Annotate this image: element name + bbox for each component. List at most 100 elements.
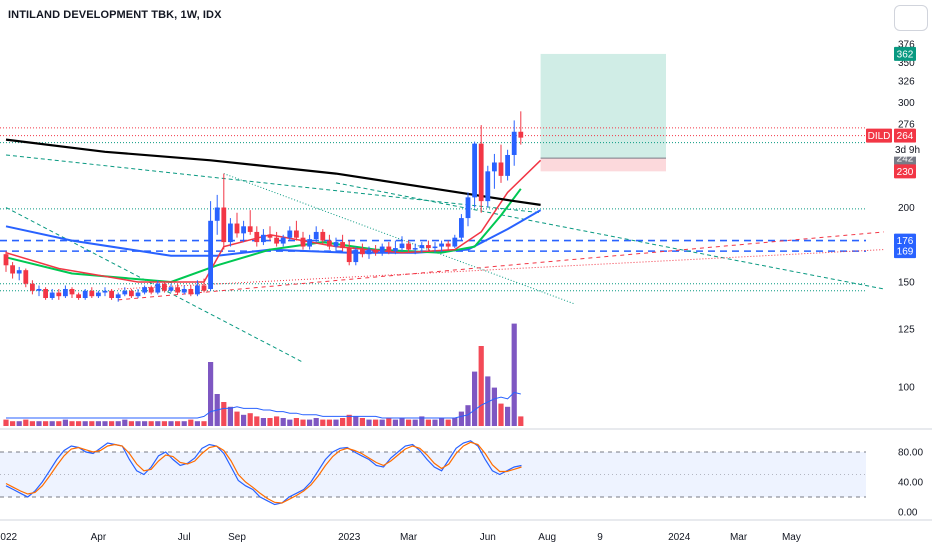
target-zone	[540, 53, 666, 159]
volume-bar	[511, 323, 517, 426]
candle	[76, 292, 81, 300]
candle-body	[452, 237, 458, 247]
trend-line	[5, 154, 541, 214]
candle	[386, 242, 392, 255]
candle-body	[162, 283, 167, 291]
volume-bar	[109, 421, 115, 426]
candle	[16, 266, 22, 281]
volume-bar	[439, 418, 445, 426]
volume-bar	[419, 416, 425, 426]
candle	[511, 120, 517, 166]
volume-bar	[69, 421, 75, 426]
candle	[69, 287, 75, 299]
volume-bar	[300, 419, 306, 426]
time-axis-label: 2023	[338, 532, 361, 543]
candle	[102, 287, 108, 297]
candle	[49, 288, 55, 300]
candle	[36, 285, 42, 297]
candle	[122, 287, 128, 297]
candle	[195, 280, 200, 297]
volume-bar	[346, 414, 352, 426]
time-axis-label: Jun	[480, 532, 496, 543]
candle	[406, 240, 411, 253]
candle-body	[63, 288, 68, 297]
candle	[459, 214, 464, 241]
candle-body	[142, 287, 147, 293]
candle-body	[129, 290, 134, 297]
candle-body	[76, 294, 81, 299]
candle	[63, 285, 68, 299]
volume-bar	[505, 406, 511, 426]
price-tick-label: 300	[898, 98, 915, 109]
volume-bar	[82, 421, 88, 426]
volume-bar	[36, 421, 42, 426]
candle	[498, 144, 504, 183]
candle-body	[459, 218, 464, 238]
candle-body	[115, 294, 121, 299]
volume-bar	[148, 421, 154, 426]
candle	[188, 285, 194, 297]
candle-body	[426, 245, 431, 249]
volume-bar	[208, 362, 214, 426]
candle-body	[465, 197, 471, 219]
trend-line	[5, 207, 304, 363]
candle	[155, 280, 161, 295]
candle	[135, 288, 141, 299]
indicator-toggle-button[interactable]	[894, 5, 928, 31]
candle-body	[353, 249, 359, 263]
candle-body	[261, 234, 266, 243]
candle-body	[49, 292, 55, 299]
candle	[346, 240, 352, 266]
trend-line	[223, 173, 574, 305]
volume-bar	[267, 418, 273, 426]
candle	[426, 240, 431, 252]
candle-body	[287, 230, 293, 238]
volume-bar	[56, 421, 62, 426]
candle-body	[340, 242, 345, 249]
volume-ma-line	[6, 391, 521, 419]
candle-body	[386, 246, 392, 252]
candle	[280, 234, 286, 247]
candle-body	[511, 131, 517, 155]
volume-bar	[188, 419, 194, 426]
candle-body	[102, 290, 108, 293]
candle	[241, 220, 246, 243]
candle-body	[505, 154, 510, 176]
candle	[115, 292, 121, 302]
time-axis-label: 9	[597, 532, 603, 543]
candle	[89, 287, 95, 299]
candle	[353, 246, 359, 266]
trend-line	[335, 182, 884, 290]
volume-bar	[122, 419, 128, 426]
candle-body	[10, 265, 15, 274]
candle	[109, 288, 114, 300]
candle-body	[109, 290, 114, 299]
volume-bar	[181, 421, 187, 426]
candle-body	[419, 245, 425, 249]
countdown-label: 3d 9h	[895, 145, 920, 156]
candle	[142, 285, 147, 295]
candle	[274, 231, 279, 247]
candle-body	[472, 143, 477, 198]
candle-body	[313, 231, 319, 240]
candle	[129, 288, 134, 299]
candle	[445, 240, 451, 250]
trend-line	[118, 249, 884, 290]
price-tag	[894, 128, 916, 143]
candle-body	[300, 237, 306, 247]
candle-body	[36, 288, 42, 291]
candle	[287, 226, 293, 241]
candle	[485, 165, 491, 208]
candle	[261, 229, 266, 246]
countdown-tag	[894, 142, 916, 157]
candle-body	[188, 288, 194, 295]
time-axis-label: 2024	[668, 532, 691, 543]
volume-bar	[412, 419, 418, 426]
candle-body	[254, 231, 260, 243]
candle	[505, 149, 510, 181]
candle	[162, 281, 167, 293]
candle	[82, 288, 88, 300]
candle	[234, 212, 240, 238]
volume-bar	[280, 418, 286, 426]
